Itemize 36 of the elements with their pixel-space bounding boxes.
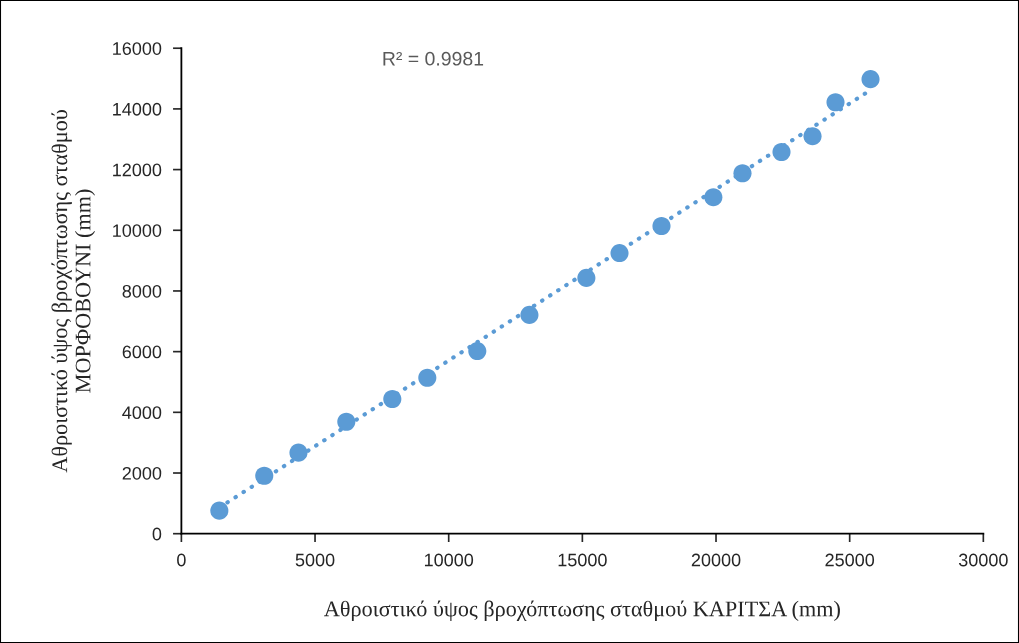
point [383,389,402,409]
point [610,243,629,263]
point [210,501,229,520]
point [520,305,539,324]
y-tick-label: 12000 [113,163,162,177]
point [337,412,356,431]
y-tick-label: 6000 [122,345,162,359]
point [577,268,596,287]
point [772,142,791,162]
point [704,188,723,207]
x-tick-label: 25000 [825,553,875,567]
annotation: R² = 0.9981 [383,51,484,66]
point [803,127,822,146]
point [289,443,308,462]
y-tick-label: 4000 [122,406,162,420]
point [652,216,671,236]
x-tick-label: 20000 [691,553,741,567]
point [255,466,274,485]
point [418,368,437,387]
x-tick-label: 5000 [295,553,335,567]
y-axis-title: Αθροιστικό ύψος βροχόπτωσης σταθμού ΜΟΡΦΟΒΟΥΝΙ (mm) [51,110,96,473]
y-tick-label: 8000 [122,284,162,298]
point [733,164,752,183]
point [826,93,845,112]
x-tick-label: 15000 [558,553,607,567]
y-tick-label: 14000 [113,102,162,116]
y-tick-label: 0 [152,527,162,541]
x-tick-label: 10000 [424,553,474,567]
point [861,70,880,89]
x-axis-title: Αθροιστικό ύψος βροχόπτωσης σταθμού ΚΑΡΙΤΣΑ (mm) [324,600,840,621]
y-tick-label: 10000 [113,224,162,237]
x-tick-label: 30000 [958,553,1008,567]
y-tick-label: 16000 [113,42,162,55]
y-tick-label: 2000 [122,466,162,480]
point [468,341,487,361]
x-tick-label: 0 [177,553,186,567]
